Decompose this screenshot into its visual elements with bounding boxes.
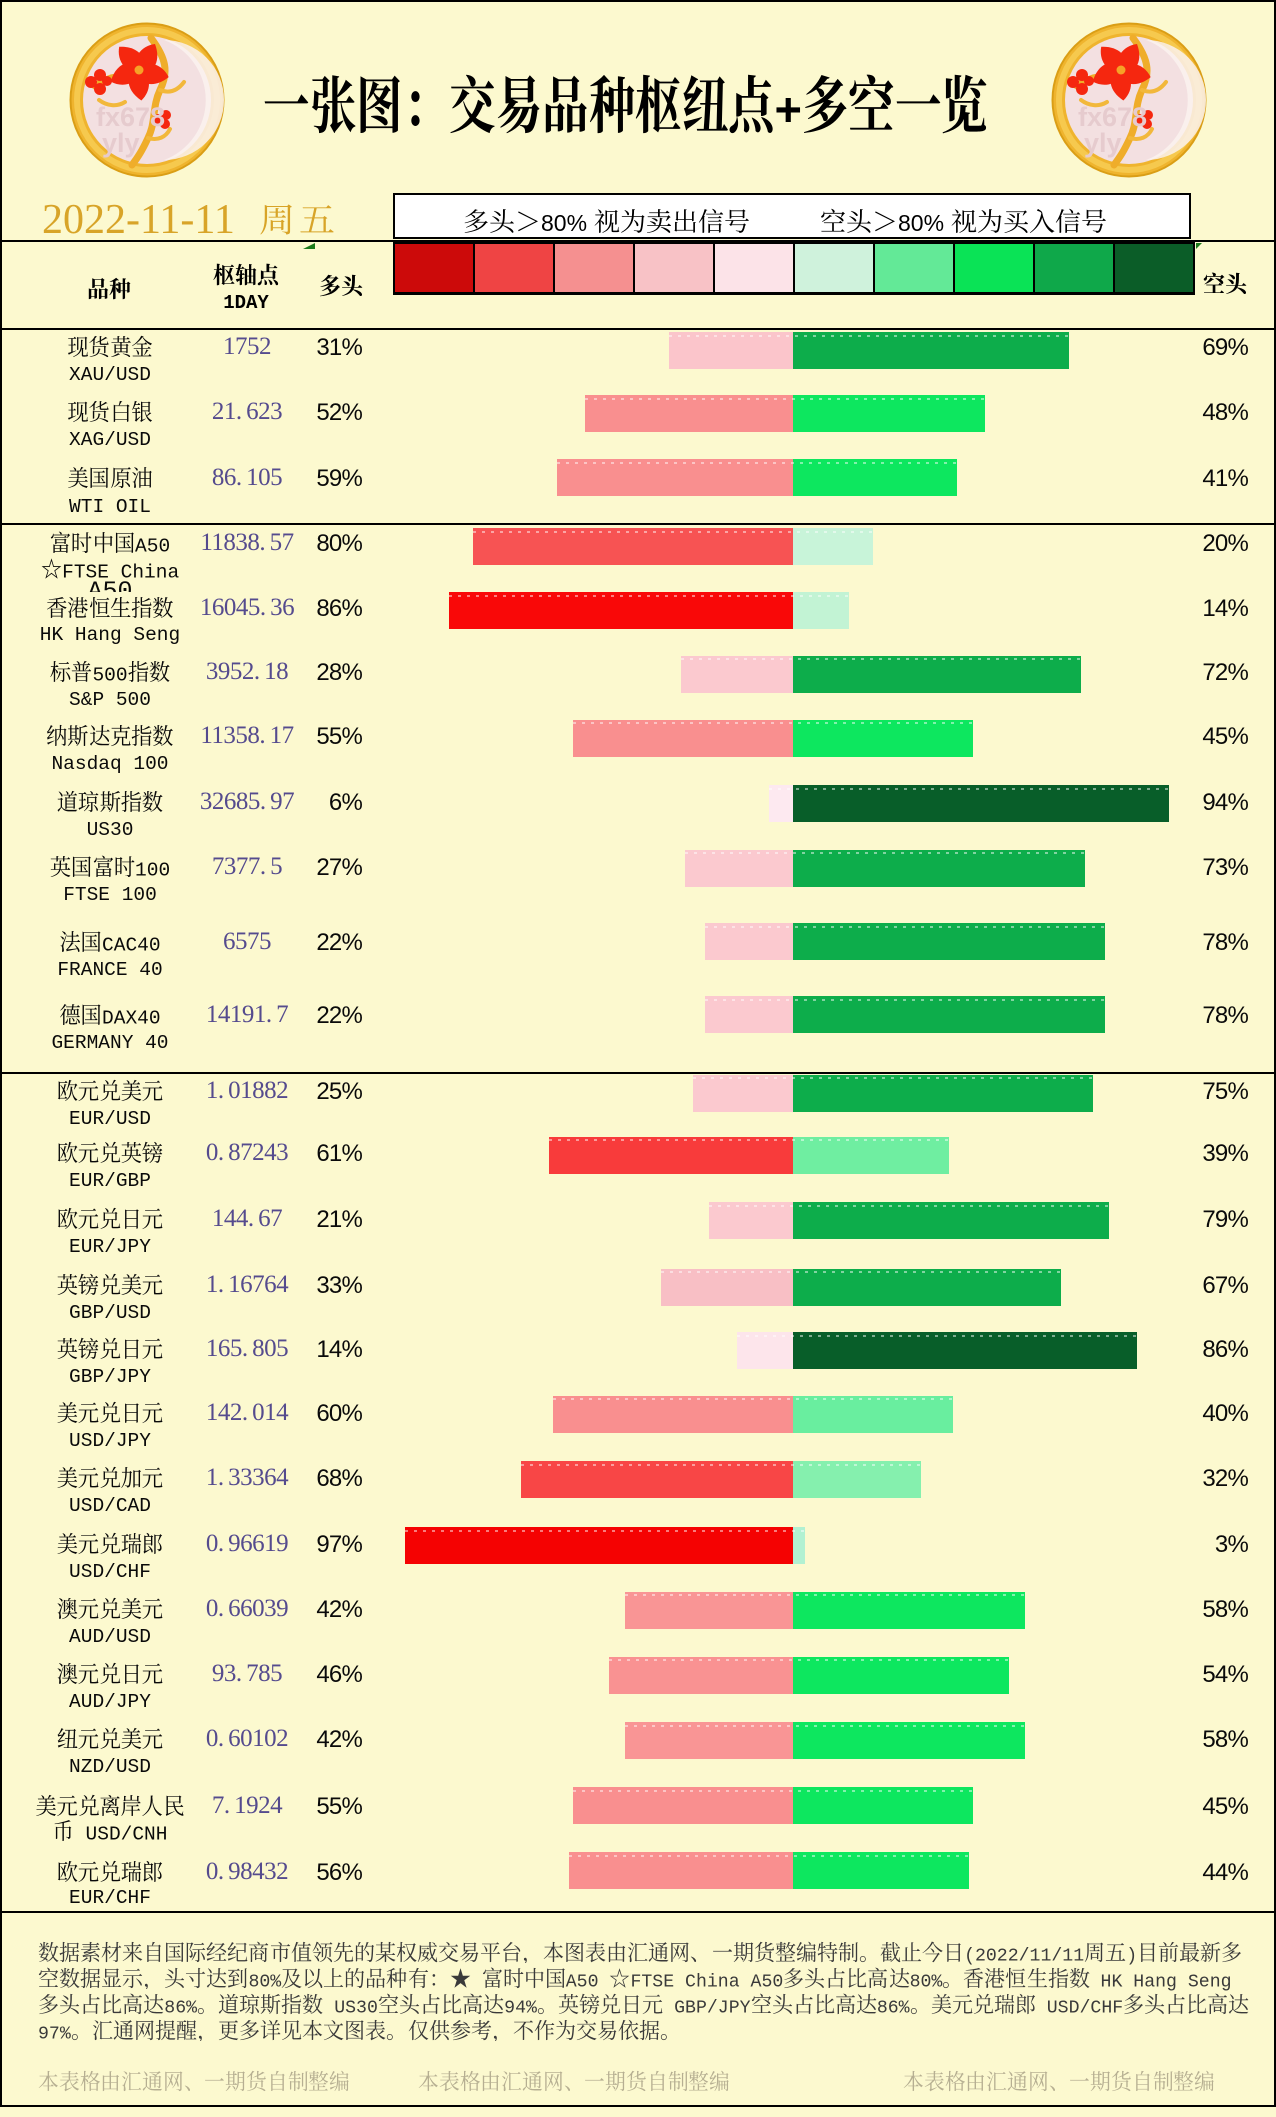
svg-text:yly: yly (102, 128, 140, 158)
svg-text:fx678: fx678 (1078, 102, 1147, 132)
svg-text:yly: yly (1084, 128, 1122, 158)
svg-text:fx678: fx678 (96, 102, 165, 132)
